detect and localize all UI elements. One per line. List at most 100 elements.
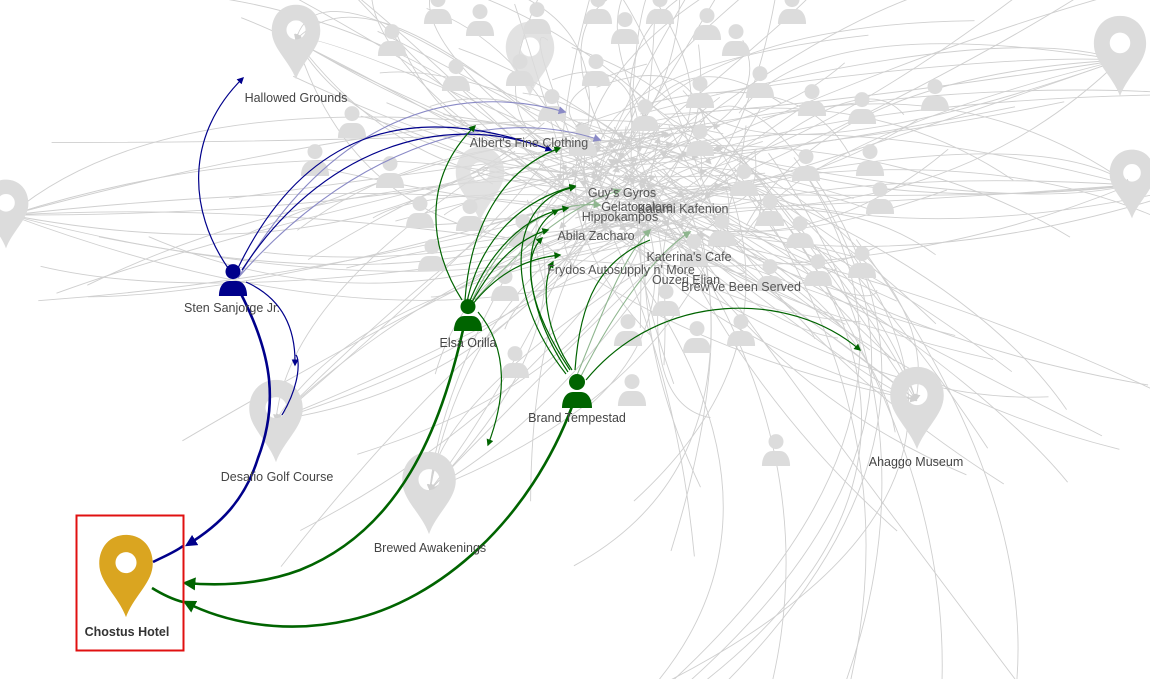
inactive-edge (274, 158, 546, 421)
inactive-edge (228, 0, 559, 160)
label-frydos-autosupply: Frydos Autosupply n' More (547, 263, 695, 277)
inactive-edge (717, 153, 1132, 189)
label-gelatogalore: Gelatogalore (601, 200, 673, 214)
person-icon[interactable] (721, 24, 751, 56)
inactive-edge (275, 120, 704, 421)
selection-box (75, 514, 185, 652)
inactive-edge (626, 223, 846, 325)
inactive-edge (428, 108, 761, 491)
person-icon[interactable] (537, 89, 567, 121)
label-sten-sanjorge: Sten Sanjorge Jr. (184, 301, 280, 315)
map-pin-icon[interactable] (1109, 149, 1150, 219)
inactive-edge (662, 168, 712, 552)
person-icon[interactable] (423, 0, 453, 24)
inactive-edge (297, 137, 621, 231)
map-pin-icon[interactable] (890, 366, 944, 450)
map-pin-icon[interactable] (99, 534, 153, 618)
inactive-edge (522, 92, 625, 138)
inactive-edge (595, 0, 681, 186)
label-katerinas-cafe: Katerina's Cafe (646, 250, 731, 264)
inactive-edge (617, 152, 666, 366)
person-icon[interactable] (797, 84, 827, 116)
inactive-edge (294, 39, 668, 210)
person-icon[interactable] (610, 12, 640, 44)
inactive-edge (559, 62, 845, 143)
inactive-edge (712, 168, 1067, 410)
inactive-edge (745, 57, 1122, 235)
label-elsa-orilla: Elsa Orilla (440, 336, 497, 350)
inactive-edge (8, 159, 665, 218)
inactive-edge (631, 200, 1150, 247)
inactive-edge (716, 144, 895, 362)
map-pin-icon[interactable] (0, 179, 29, 249)
label-ahaggo-museum: Ahaggo Museum (869, 455, 964, 469)
person-icon[interactable] (617, 374, 647, 406)
inactive-edge (458, 47, 632, 145)
inactive-edge (295, 38, 766, 178)
inactive-edge (676, 148, 949, 233)
inactive-edge (711, 94, 1150, 152)
focused-location[interactable] (75, 514, 185, 652)
label-brewed-awakenings: Brewed Awakenings (374, 541, 486, 555)
inactive-edge (635, 196, 642, 329)
map-pin-icon[interactable] (455, 146, 505, 222)
inactive-edge (429, 0, 558, 153)
inactive-edge (305, 163, 693, 214)
inactive-edge (274, 124, 661, 423)
label-brewve-been-served: Brew've Been Served (681, 280, 801, 294)
inactive-edge (511, 124, 918, 401)
inactive-edge (274, 234, 582, 422)
inactive-edge (728, 171, 883, 679)
inactive-edge (408, 170, 598, 227)
edges-elsa-orilla (182, 125, 577, 591)
edges-sten-sanjorge (152, 77, 553, 564)
map-pin-icon[interactable] (1093, 15, 1147, 97)
label-guys-gyros: Guy's Gyros (588, 186, 656, 200)
inactive-edge (622, 0, 719, 224)
inactive-edge (295, 38, 616, 189)
inactive-edge (659, 151, 1150, 220)
inactive-edge (596, 75, 707, 131)
inactive-edge (487, 0, 712, 165)
person-icon[interactable] (651, 284, 681, 316)
inactive-edge (558, 58, 1122, 245)
person-icon[interactable] (692, 8, 722, 40)
inactive-edge (8, 204, 629, 266)
inactive-edges (8, 0, 1150, 679)
inactive-edge (427, 140, 763, 492)
inactive-edge (691, 173, 873, 679)
inactive-edge (580, 0, 608, 139)
person-icon[interactable] (645, 0, 675, 24)
person-icon[interactable] (453, 299, 483, 331)
person-icon[interactable] (855, 144, 885, 176)
inactive-edge (702, 215, 1120, 450)
person-icon[interactable] (847, 92, 877, 124)
inactive-edge (600, 185, 868, 232)
inactive-edge (716, 56, 1122, 94)
inactive-edge (274, 182, 765, 421)
map-pin-icon[interactable] (249, 379, 303, 463)
person-icon[interactable] (337, 106, 367, 138)
person-icon[interactable] (761, 434, 791, 466)
label-brand-tempestad: Brand Tempestad (528, 411, 626, 425)
inactive-edge (8, 132, 674, 219)
node-labels: Hallowed Grounds Albert's Fine Clothing … (85, 91, 964, 639)
inactive-edge (8, 213, 655, 301)
map-pin-icon[interactable] (402, 451, 456, 535)
inactive-edge (613, 126, 967, 476)
inactive-edge (294, 39, 762, 202)
map-pin-icon[interactable] (271, 4, 321, 80)
inactive-edge (531, 234, 918, 403)
inactive-edge (671, 252, 910, 679)
inactive-edge (8, 116, 525, 216)
inactive-edge (550, 133, 1132, 199)
inactive-edge (574, 143, 651, 336)
person-icon[interactable] (465, 4, 495, 36)
person-icon[interactable] (500, 346, 530, 378)
label-hallowed-grounds: Hallowed Grounds (245, 91, 348, 105)
label-hippokampos: Hippokampos (582, 210, 658, 224)
inactive-edge (530, 177, 649, 502)
inactive-edge (622, 0, 908, 181)
inactive-edge (590, 141, 656, 405)
